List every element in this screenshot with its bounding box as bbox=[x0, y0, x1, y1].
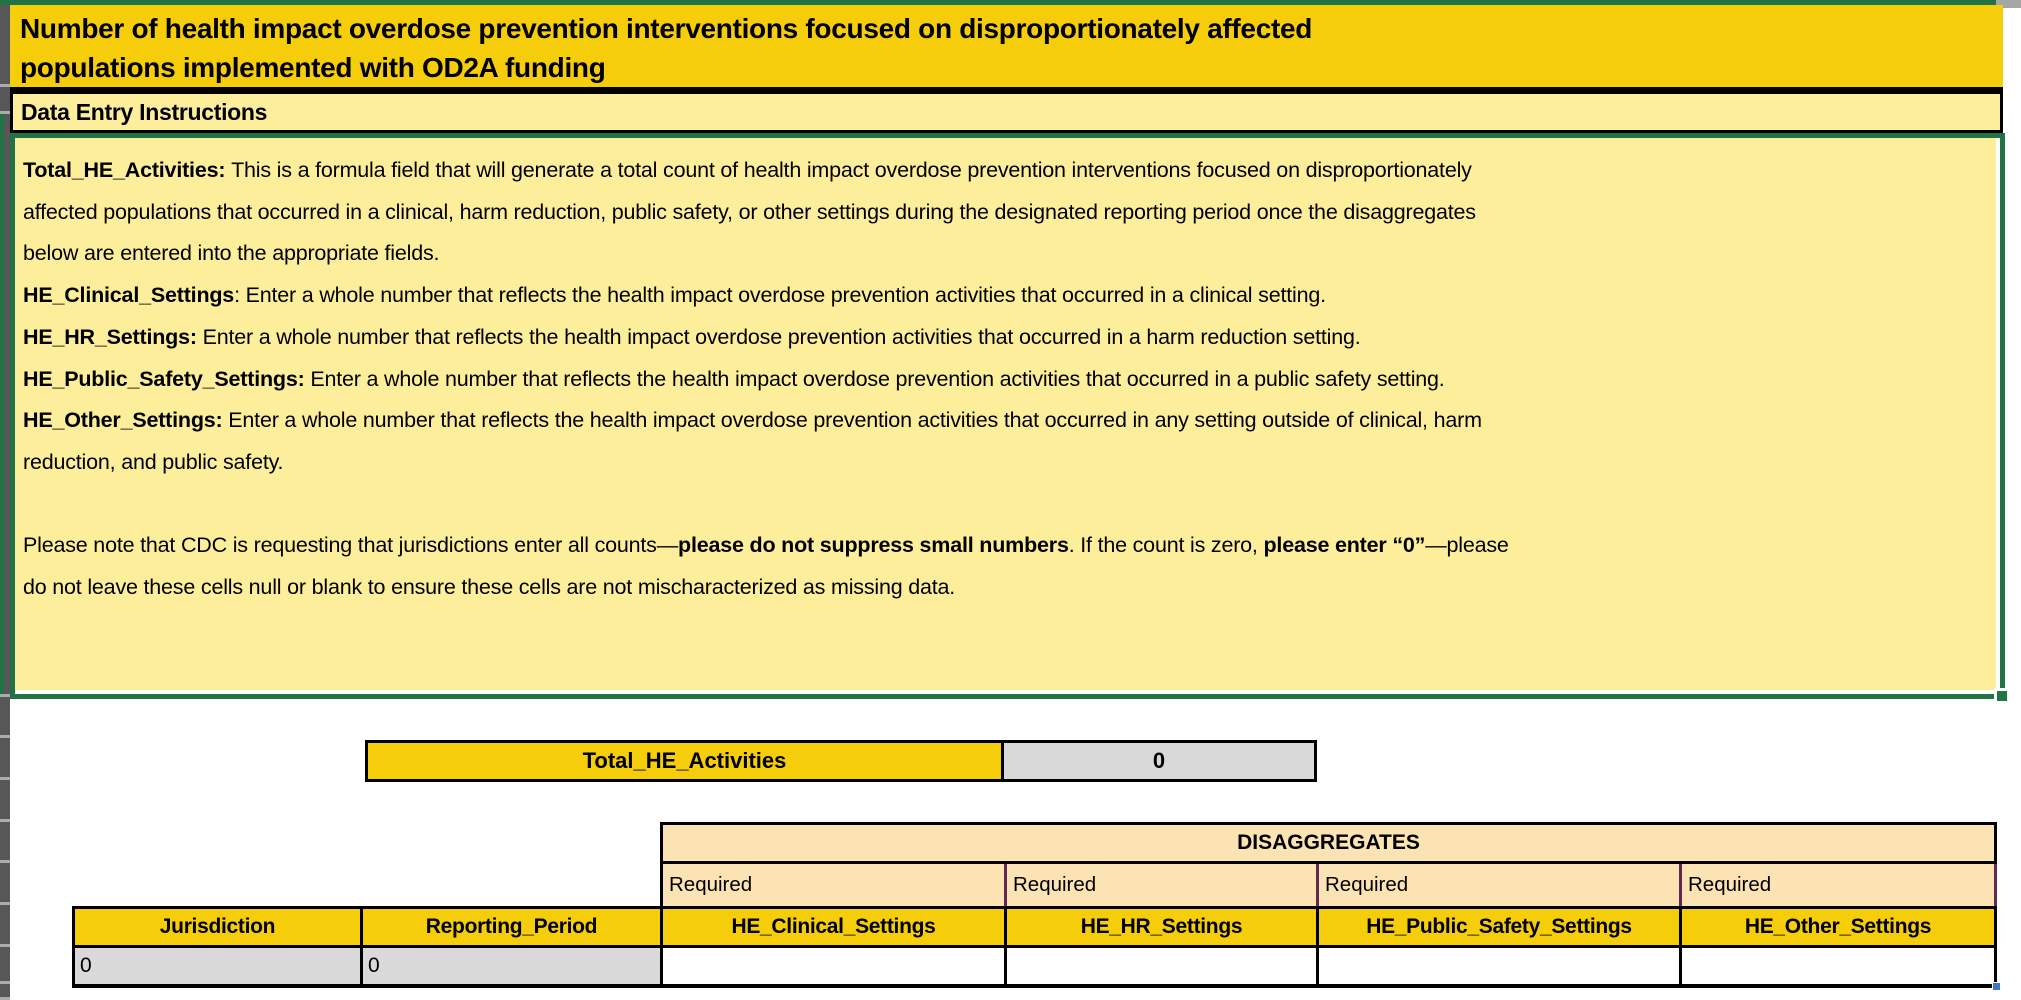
selection-fill-handle[interactable] bbox=[1994, 688, 2010, 704]
data-entry-instructions-header: Data Entry Instructions bbox=[10, 91, 2003, 133]
required-row: Required Required Required Required bbox=[660, 864, 1997, 906]
row-header-stub[interactable] bbox=[0, 947, 10, 981]
sheet-title-line-1: Number of health impact overdose prevent… bbox=[20, 13, 1313, 44]
row-header-stub[interactable] bbox=[0, 780, 10, 819]
required-label: Required bbox=[663, 864, 1004, 906]
cell-reporting-period[interactable]: 0 bbox=[360, 948, 660, 984]
instruction-line: HE_Other_Settings: Enter a whole number … bbox=[23, 408, 1482, 433]
row-header-stub[interactable] bbox=[0, 863, 10, 902]
sheet-title-line-2: populations implemented with OD2A fundin… bbox=[20, 52, 606, 83]
row-header-stub[interactable] bbox=[0, 87, 10, 111]
instruction-line: affected populations that occurred in a … bbox=[23, 199, 1476, 224]
header-he-hr-settings: HE_HR_Settings bbox=[1004, 909, 1316, 945]
total-activities-row: Total_HE_Activities 0 bbox=[365, 740, 1317, 782]
instruction-line: below are entered into the appropriate f… bbox=[23, 241, 440, 266]
cell-he-hr-settings[interactable] bbox=[1004, 948, 1316, 984]
instruction-line: HE_Clinical_Settings: Enter a whole numb… bbox=[23, 283, 1326, 308]
row-header-stub[interactable] bbox=[0, 822, 10, 860]
row-header-stub[interactable] bbox=[0, 738, 10, 777]
row-header-stub[interactable] bbox=[0, 114, 10, 694]
top-green-bar bbox=[0, 0, 1996, 5]
required-label: Required bbox=[1679, 864, 1994, 906]
header-he-public-safety-settings: HE_Public_Safety_Settings bbox=[1316, 909, 1679, 945]
required-label: Required bbox=[1004, 864, 1316, 906]
cell-jurisdiction[interactable]: 0 bbox=[75, 948, 360, 984]
instruction-line: do not leave these cells null or blank t… bbox=[23, 575, 956, 600]
disaggregates-banner: DISAGGREGATES bbox=[660, 822, 1997, 864]
instruction-line: reduction, and public safety. bbox=[23, 449, 284, 474]
cell-he-public-safety-settings[interactable] bbox=[1316, 948, 1679, 984]
table-header-row: Jurisdiction Reporting_Period HE_Clinica… bbox=[72, 906, 1997, 948]
instruction-line: Total_HE_Activities: This is a formula f… bbox=[23, 158, 1472, 182]
row-header-stub[interactable] bbox=[0, 697, 10, 735]
cell-he-other-settings[interactable] bbox=[1679, 948, 1994, 984]
row-header-stub[interactable] bbox=[0, 905, 10, 944]
header-he-other-settings: HE_Other_Settings bbox=[1679, 909, 1994, 945]
instruction-line: HE_Public_Safety_Settings: Enter a whole… bbox=[23, 366, 1445, 391]
instruction-line: HE_HR_Settings: Enter a whole number tha… bbox=[23, 324, 1361, 349]
cell-he-clinical-settings[interactable] bbox=[660, 948, 1004, 984]
row-header-stub[interactable] bbox=[0, 984, 10, 997]
row-header-stub[interactable] bbox=[0, 0, 10, 84]
total-he-activities-value[interactable]: 0 bbox=[1004, 740, 1317, 782]
row-headers-strip[interactable] bbox=[0, 0, 10, 1000]
header-jurisdiction: Jurisdiction bbox=[159, 915, 276, 938]
total-he-activities-label: Total_HE_Activities bbox=[365, 740, 1004, 782]
table-fill-handle[interactable] bbox=[1992, 982, 2001, 991]
instruction-line: Please note that CDC is requesting that … bbox=[23, 533, 1509, 558]
top-right-gray-block bbox=[1996, 0, 2021, 8]
instructions-cell[interactable]: Total_HE_Activities: This is a formula f… bbox=[10, 133, 2010, 704]
required-label: Required bbox=[1316, 864, 1679, 906]
sheet-title-cell: Number of health impact overdose prevent… bbox=[10, 5, 2003, 91]
header-he-clinical-settings: HE_Clinical_Settings bbox=[660, 909, 1004, 945]
header-reporting-period: Reporting_Period bbox=[360, 909, 660, 945]
instruction-line bbox=[23, 484, 1976, 526]
table-row: 0 0 bbox=[72, 948, 1997, 988]
